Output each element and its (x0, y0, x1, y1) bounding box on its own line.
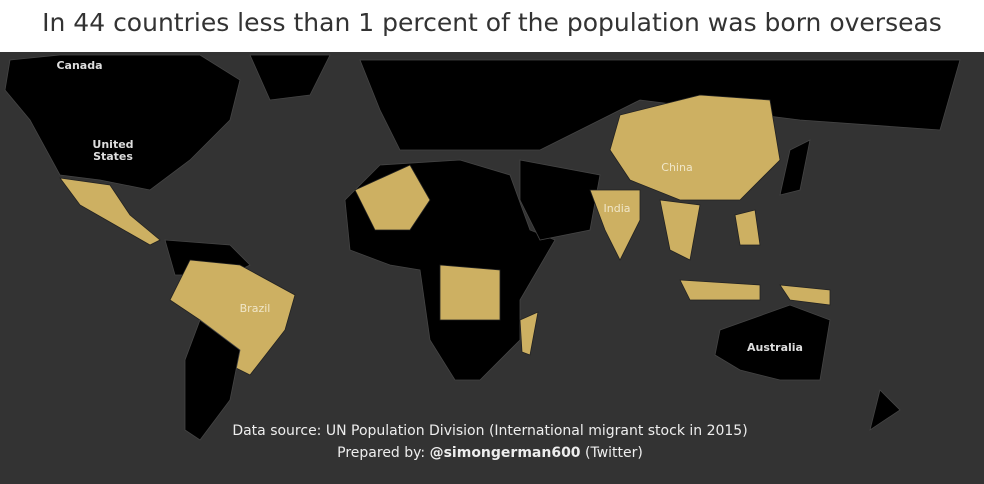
japan (779, 139, 811, 196)
papua (779, 284, 831, 306)
madagascar (519, 311, 539, 356)
footer: Data source: UN Population Division (Int… (0, 420, 980, 464)
country-label: Australia (747, 341, 803, 354)
credit: Prepared by: @simongerman600 (Twitter) (0, 442, 980, 464)
title: In 44 countries less than 1 percent of t… (42, 8, 942, 37)
credit-prefix: Prepared by: (337, 445, 426, 461)
central-africa (439, 264, 501, 321)
north-america (4, 54, 241, 191)
new-zealand (869, 389, 901, 431)
mexico-central-america (59, 177, 161, 246)
credit-handle: @simongerman600 (429, 445, 581, 461)
greenland (249, 54, 331, 101)
southern-cone (184, 319, 241, 441)
philippines (734, 209, 761, 246)
southeast-asia (659, 199, 701, 261)
middle-east (519, 159, 601, 241)
country-label: Brazil (239, 302, 271, 315)
credit-suffix: (Twitter) (585, 445, 643, 461)
australia (714, 304, 831, 381)
map (0, 52, 984, 484)
west-africa (354, 164, 431, 231)
source-note: Data source: UN Population Division (Int… (232, 423, 748, 439)
europe-russia (359, 59, 961, 151)
indonesia (679, 279, 761, 301)
china (609, 94, 781, 201)
country-label: India (603, 202, 631, 215)
country-label: United States (92, 138, 134, 163)
india (589, 189, 641, 261)
country-label: China (661, 161, 693, 174)
countries (4, 54, 961, 441)
brazil (169, 259, 296, 376)
country-label: Canada (56, 59, 103, 72)
